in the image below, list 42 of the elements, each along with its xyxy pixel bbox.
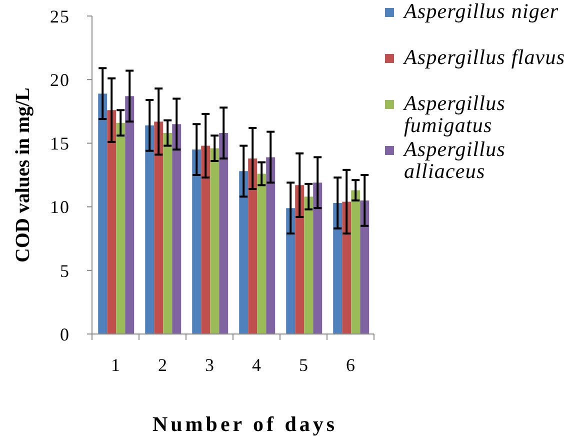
bar (145, 125, 154, 334)
x-axis-title: Number of days (152, 412, 338, 436)
y-tick-label: 5 (60, 260, 70, 281)
bar (351, 190, 360, 334)
bar (266, 157, 276, 334)
legend-label: Aspergillus niger (404, 0, 560, 23)
legend-label: Aspergillus fumigatus (404, 91, 506, 137)
y-tick-label: 0 (60, 324, 70, 344)
y-axis-title: COD values in mg/L (12, 87, 34, 263)
bar (257, 174, 266, 334)
y-tick-label: 20 (50, 70, 70, 90)
y-tick-label: 25 (50, 6, 70, 26)
bar (219, 133, 228, 334)
bar (313, 182, 322, 334)
x-tick-label: 1 (111, 355, 120, 375)
bar (286, 208, 296, 334)
bar (163, 133, 172, 334)
bar (154, 122, 164, 334)
bar (98, 94, 108, 334)
x-tick-label: 6 (346, 355, 355, 375)
bar (125, 96, 134, 334)
bar (333, 202, 342, 334)
bar (248, 158, 258, 334)
y-tick-label: 15 (50, 134, 70, 154)
bar (172, 124, 182, 334)
bar (360, 200, 370, 334)
bar (201, 146, 210, 334)
x-tick-label: 4 (252, 355, 261, 375)
bar (295, 185, 304, 334)
bar (304, 196, 314, 334)
y-tick-label: 10 (50, 197, 70, 218)
bar (239, 171, 248, 334)
bar (192, 150, 202, 334)
x-tick-label: 5 (299, 355, 308, 375)
x-tick-label: 3 (205, 355, 214, 375)
x-tick-label: 2 (158, 355, 167, 375)
bar (342, 202, 352, 334)
bar (116, 122, 126, 334)
legend-label: Aspergillus flavus (404, 45, 566, 69)
legend-label: Aspergillus alliaceus (404, 137, 506, 183)
bar (107, 110, 116, 334)
bar (210, 148, 220, 334)
